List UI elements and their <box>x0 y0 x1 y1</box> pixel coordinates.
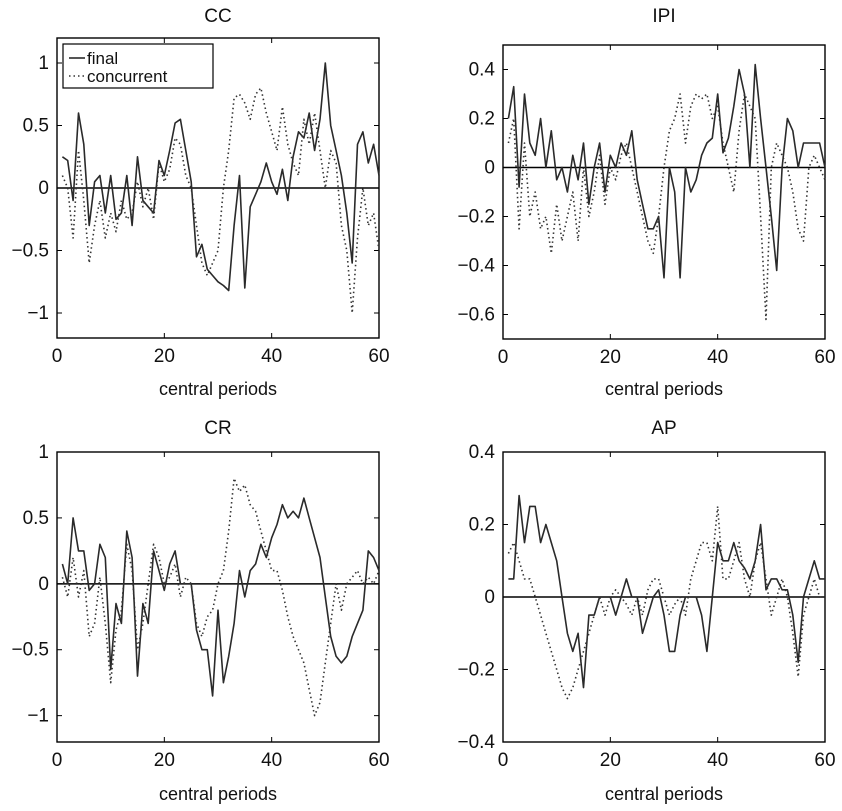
y-tick-label: 0 <box>38 178 49 199</box>
x-tick-label: 20 <box>600 750 621 771</box>
x-axis-label: central periods <box>605 784 723 804</box>
y-tick-label: 0.2 <box>469 109 495 130</box>
x-axis-label: central periods <box>159 379 277 399</box>
legend-label-concurrent: concurrent <box>87 67 168 86</box>
x-tick-label: 20 <box>154 750 175 771</box>
chart-title-cc: CC <box>204 6 231 27</box>
chart-title-ipi: IPI <box>652 6 675 27</box>
x-axis-label: central periods <box>159 784 277 804</box>
y-tick-label: −0.4 <box>457 256 495 277</box>
y-tick-label: 0.4 <box>469 442 496 463</box>
x-tick-label: 40 <box>707 347 728 368</box>
y-tick-label: 0 <box>484 158 495 179</box>
x-tick-label: 40 <box>261 346 282 367</box>
series-line-final <box>507 63 826 279</box>
y-tick-label: 0.5 <box>23 508 49 529</box>
x-tick-label: 40 <box>261 750 282 771</box>
plot-frame <box>56 451 380 743</box>
series-line-concurrent <box>507 505 825 700</box>
legend-label-final: final <box>87 49 118 68</box>
y-tick-label: 0.5 <box>23 116 49 137</box>
series-line-concurrent <box>61 477 380 717</box>
x-tick-label: 40 <box>707 750 728 771</box>
y-tick-label: −0.5 <box>11 241 49 262</box>
x-tick-label: 60 <box>368 346 389 367</box>
y-tick-label: −0.4 <box>457 732 495 753</box>
y-tick-label: −1 <box>27 706 49 727</box>
x-tick-label: 0 <box>498 750 509 771</box>
x-axis-label: central periods <box>605 379 723 399</box>
y-tick-label: −0.6 <box>457 305 495 326</box>
chart-panel-cr: CR 0 20 40 60 −1 −0.5 0 0.5 1 central periods <box>11 418 389 804</box>
chart-panel-cc: CC 0 20 40 60 −1 −0.5 0 0.5 1 central periods final… <box>11 6 389 399</box>
chart-panel-ipi: IPI 0 20 40 60 −0.6 −0.4 −0.2 0 0.2 0.4 central per… <box>457 6 835 399</box>
x-tick-label: 20 <box>600 347 621 368</box>
x-tick-label: 0 <box>52 346 63 367</box>
x-tick-label: 60 <box>368 750 389 771</box>
x-tick-label: 20 <box>154 346 175 367</box>
y-tick-label: 0.2 <box>469 515 495 536</box>
x-tick-label: 0 <box>498 347 509 368</box>
y-tick-label: 0 <box>38 574 49 595</box>
y-tick-label: 1 <box>38 442 49 463</box>
y-tick-label: −0.2 <box>457 660 495 681</box>
y-tick-label: 0 <box>484 587 495 608</box>
x-tick-label: 0 <box>52 750 63 771</box>
y-tick-label: 1 <box>38 53 49 74</box>
chart-title-cr: CR <box>204 418 231 439</box>
series-line-final <box>61 62 380 292</box>
chart-title-ap: AP <box>651 418 676 439</box>
x-tick-label: 60 <box>814 347 835 368</box>
series-line-final <box>61 497 380 697</box>
legend-box <box>62 43 214 89</box>
y-tick-label: −0.5 <box>11 640 49 661</box>
y-tick-label: −0.2 <box>457 207 495 228</box>
y-tick-label: 0.4 <box>469 60 496 81</box>
chart-panel-ap: AP 0 20 40 60 −0.4 −0.2 0 0.2 0.4 central periods <box>457 418 835 804</box>
plot-frame <box>502 44 826 340</box>
series-line-concurrent <box>61 87 380 314</box>
x-tick-label: 60 <box>814 750 835 771</box>
series-line-final <box>508 494 825 689</box>
y-tick-label: −1 <box>27 303 49 324</box>
